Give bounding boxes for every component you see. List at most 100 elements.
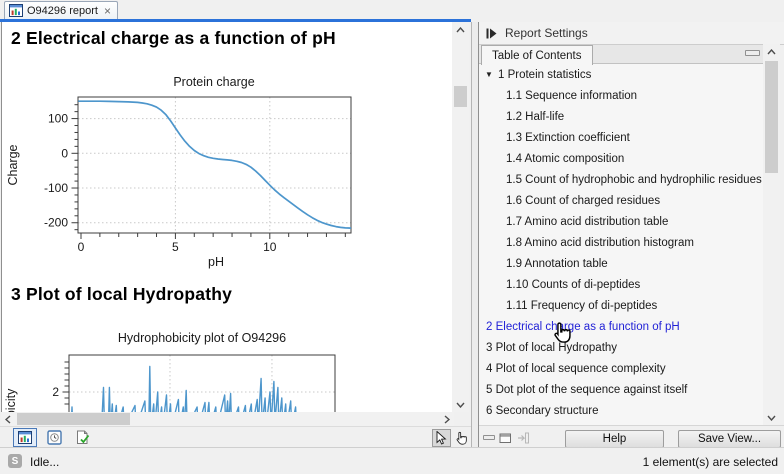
minimize-panel-icon[interactable]: [483, 435, 495, 440]
show-element-info-button[interactable]: [70, 428, 94, 447]
close-icon[interactable]: ×: [103, 3, 111, 18]
pointer-arrow-icon: [436, 431, 447, 445]
tree-expander-icon[interactable]: ▼: [485, 70, 493, 79]
svg-text:0: 0: [78, 240, 85, 254]
scroll-down-icon[interactable]: [452, 397, 469, 412]
toc-item-label: 1.9 Annotation table: [506, 257, 608, 270]
status-bar: S Idle... 1 element(s) are selected: [0, 447, 784, 474]
toc-item-label: 1.2 Half-life: [506, 110, 565, 123]
toc-item[interactable]: 6 Secondary structure: [479, 400, 763, 421]
toc-item[interactable]: 1.4 Atomic composition: [479, 148, 763, 169]
toc-item-label: 1.6 Count of charged residues: [506, 194, 661, 207]
scroll-up-icon[interactable]: [452, 22, 469, 37]
hydrophobicity-chart: 2 Hydrophobicity plot of O94296 Hydrophobi…: [4, 331, 336, 412]
status-text: Idle...: [30, 455, 60, 469]
scroll-down-icon[interactable]: [763, 410, 780, 426]
toc-item[interactable]: 2 Electrical charge as a function of pH: [479, 316, 763, 337]
panel-splitter[interactable]: [471, 22, 478, 447]
report-settings-label: Report Settings: [505, 26, 588, 40]
svg-text:-200: -200: [44, 216, 68, 230]
view-mode-toolbar: [0, 426, 471, 447]
side-panel-bottom-bar: Help Save View...: [479, 425, 784, 448]
protein-charge-chart: -200 -100 0 100 0 5 10 Protein charge pH Charge: [6, 75, 352, 269]
toc-tab-label: Table of Contents: [492, 49, 582, 62]
svg-text:-100: -100: [44, 181, 68, 195]
scroll-up-icon[interactable]: [763, 44, 780, 60]
toc-item[interactable]: 1.3 Extinction coefficient: [479, 127, 763, 148]
toc-item[interactable]: 4 Plot of local sequence complexity: [479, 358, 763, 379]
toc-item-label: 1 Protein statistics: [498, 68, 592, 81]
document-tab[interactable]: O94296 report ×: [4, 1, 118, 19]
collapse-panel-icon[interactable]: [745, 50, 760, 56]
toc-item-label: 1.11 Frequency of di-peptides: [506, 299, 658, 312]
section-2-heading: 2 Electrical charge as a function of pH: [11, 28, 336, 48]
toc-item-label: 4 Plot of local sequence complexity: [486, 362, 666, 375]
toc-item[interactable]: 1.11 Frequency of di-peptides: [479, 295, 763, 316]
status-badge: S: [8, 454, 22, 468]
toc-item[interactable]: 3 Plot of local Hydropathy: [479, 337, 763, 358]
toc-item-label: 3 Plot of local Hydropathy: [486, 341, 618, 354]
svg-text:Charge: Charge: [6, 144, 20, 185]
h-scroll-thumb[interactable]: [17, 413, 130, 425]
toc-item-label: 1.5 Count of hydrophobic and hydrophilic…: [506, 173, 762, 186]
toc-item[interactable]: 1.2 Half-life: [479, 106, 763, 127]
show-history-view-button[interactable]: [42, 428, 66, 447]
expand-panel-icon: [486, 28, 497, 38]
svg-text:0: 0: [61, 146, 68, 160]
report-view-icon: [18, 431, 32, 444]
toc-tab-row: Table of Contents: [479, 45, 763, 65]
toc-item[interactable]: 1.7 Amino acid distribution table: [479, 211, 763, 232]
svg-text:Protein charge: Protein charge: [173, 75, 254, 89]
toc-item[interactable]: 1.6 Count of charged residues: [479, 190, 763, 211]
svg-text:pH: pH: [208, 255, 224, 269]
v-scroll-thumb[interactable]: [454, 86, 467, 107]
main-vertical-scrollbar[interactable]: [452, 22, 469, 412]
scroll-right-icon[interactable]: [440, 412, 454, 426]
history-clock-icon: [46, 430, 62, 445]
toc-item-label: 1.4 Atomic composition: [506, 152, 625, 165]
toc-item-label: 1.3 Extinction coefficient: [506, 131, 630, 144]
selection-count-text: 1 element(s) are selected: [642, 455, 778, 469]
main-horizontal-scrollbar[interactable]: [1, 412, 454, 426]
pan-tool-button[interactable]: [452, 429, 471, 447]
toc-item-label: 1.1 Sequence information: [506, 89, 638, 102]
tab-title: O94296 report: [27, 4, 98, 17]
toc-item[interactable]: 1.8 Amino acid distribution histogram: [479, 232, 763, 253]
toc-item[interactable]: 5 Dot plot of the sequence against itsel…: [479, 379, 763, 400]
toc-scrollbar[interactable]: [763, 44, 780, 426]
toc-item[interactable]: 1.1 Sequence information: [479, 85, 763, 106]
svg-text:10: 10: [263, 240, 277, 254]
svg-text:100: 100: [48, 112, 68, 126]
toc-item[interactable]: ▼ 1 Protein statistics: [479, 64, 763, 85]
help-button[interactable]: Help: [565, 430, 664, 448]
toc-item-label: 6 Secondary structure: [486, 404, 599, 417]
report-icon: [9, 4, 23, 17]
report-settings-header[interactable]: Report Settings: [479, 22, 784, 45]
active-view-indicator: [0, 19, 471, 22]
toc-item-label: 1.10 Counts of di-peptides: [506, 278, 641, 291]
side-panel: Report Settings Table of Contents ▼ 1 Pro…: [478, 22, 784, 448]
save-view-button[interactable]: Save View...: [678, 430, 781, 448]
float-panel-icon[interactable]: [499, 432, 512, 444]
toc-item-label: 5 Dot plot of the sequence against itsel…: [486, 383, 688, 396]
report-view[interactable]: 2 Electrical charge as a function of pH …: [1, 22, 452, 412]
section-3-heading: 3 Plot of local Hydropathy: [11, 284, 233, 304]
svg-text:2: 2: [52, 385, 59, 399]
selection-tool-button[interactable]: [432, 429, 451, 447]
toc-item[interactable]: 1.10 Counts of di-peptides: [479, 274, 763, 295]
v-scroll-thumb[interactable]: [765, 61, 778, 173]
toc-item[interactable]: 1.5 Count of hydrophobic and hydrophilic…: [479, 169, 763, 190]
svg-text:Hydrophobicity: Hydrophobicity: [4, 388, 18, 412]
toc-item-label: 2 Electrical charge as a function of pH: [486, 320, 680, 333]
element-info-check-icon: [76, 430, 89, 444]
tab-bar: O94296 report ×: [0, 0, 784, 19]
svg-text:Hydrophobicity plot of O94296: Hydrophobicity plot of O94296: [118, 331, 286, 345]
show-report-view-button[interactable]: [13, 428, 37, 447]
scroll-left-icon[interactable]: [1, 412, 15, 426]
toc-item-label: 1.8 Amino acid distribution histogram: [506, 236, 694, 249]
toc-item[interactable]: 1.9 Annotation table: [479, 253, 763, 274]
dock-panel-icon[interactable]: [517, 432, 530, 444]
tab-table-of-contents[interactable]: Table of Contents: [481, 45, 593, 65]
hand-tool-icon: [456, 431, 467, 445]
